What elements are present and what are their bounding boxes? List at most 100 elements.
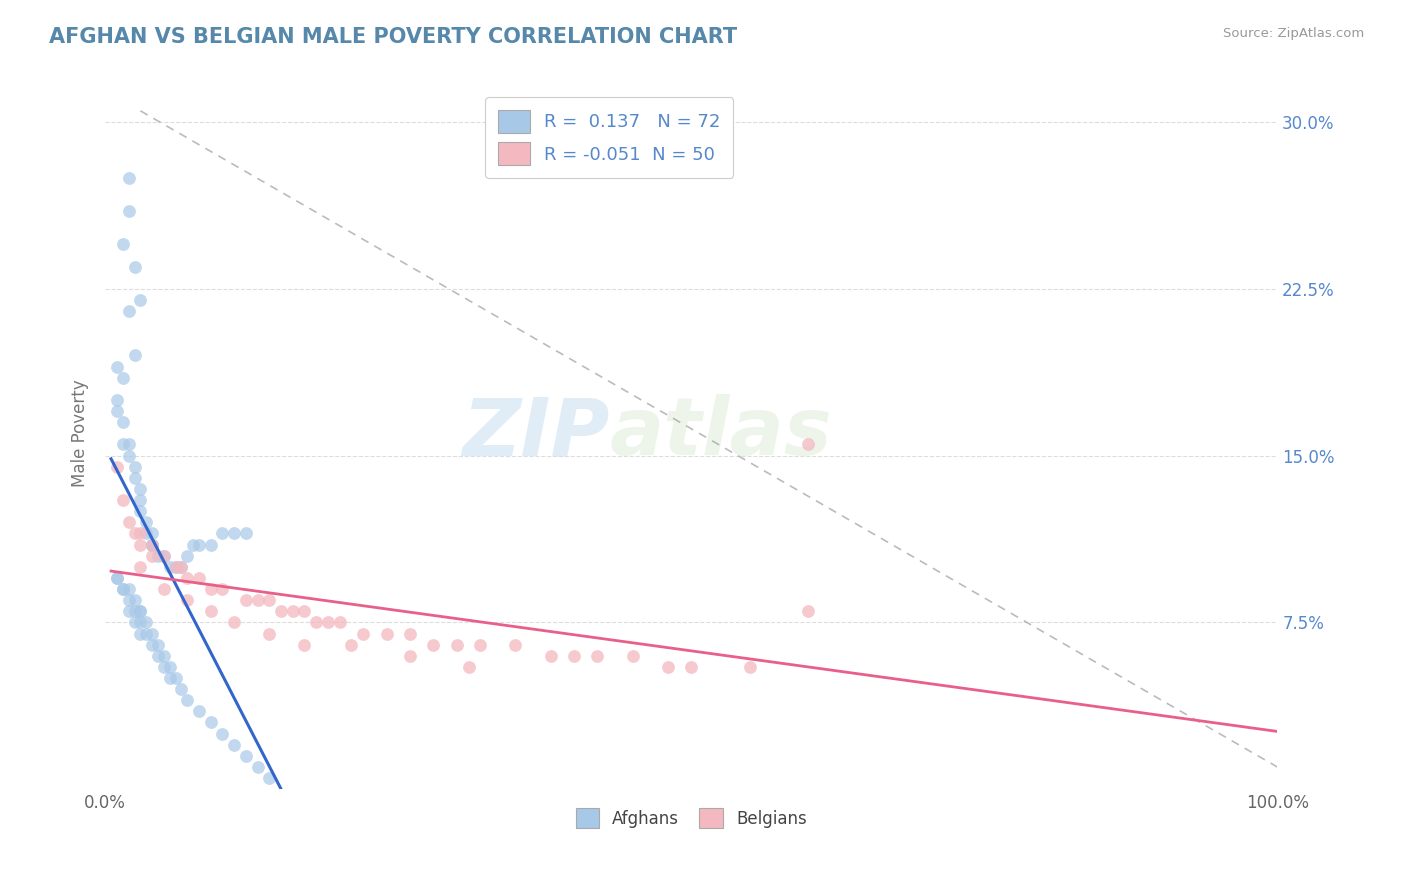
- Point: [165, 559, 187, 574]
- Point: [141, 537, 163, 551]
- Point: [681, 660, 703, 674]
- Point: [188, 537, 211, 551]
- Point: [224, 526, 246, 541]
- Point: [200, 604, 222, 618]
- Point: [146, 549, 169, 563]
- Point: [200, 582, 222, 596]
- Point: [352, 626, 374, 640]
- Point: [141, 526, 163, 541]
- Point: [111, 415, 134, 429]
- Point: [111, 582, 134, 596]
- Point: [259, 771, 281, 785]
- Point: [470, 638, 492, 652]
- Point: [129, 482, 152, 496]
- Point: [146, 638, 169, 652]
- Point: [159, 559, 181, 574]
- Point: [375, 626, 398, 640]
- Point: [135, 615, 157, 630]
- Point: [259, 593, 281, 607]
- Point: [105, 571, 128, 585]
- Point: [270, 604, 292, 618]
- Point: [129, 493, 152, 508]
- Point: [797, 604, 820, 618]
- Point: [797, 437, 820, 451]
- Point: [159, 660, 181, 674]
- Point: [235, 593, 257, 607]
- Point: [176, 593, 198, 607]
- Point: [170, 559, 193, 574]
- Point: [540, 648, 562, 663]
- Point: [124, 260, 146, 274]
- Point: [259, 626, 281, 640]
- Point: [738, 660, 761, 674]
- Point: [105, 392, 128, 407]
- Point: [170, 559, 193, 574]
- Point: [340, 638, 363, 652]
- Text: atlas: atlas: [609, 394, 832, 473]
- Point: [141, 626, 163, 640]
- Point: [153, 582, 176, 596]
- Y-axis label: Male Poverty: Male Poverty: [72, 379, 89, 487]
- Point: [129, 559, 152, 574]
- Point: [118, 593, 141, 607]
- Point: [118, 604, 141, 618]
- Point: [329, 615, 352, 630]
- Point: [118, 582, 141, 596]
- Point: [105, 571, 128, 585]
- Point: [305, 615, 328, 630]
- Point: [176, 571, 198, 585]
- Point: [105, 359, 128, 374]
- Point: [124, 526, 146, 541]
- Point: [153, 648, 176, 663]
- Point: [246, 760, 269, 774]
- Point: [141, 537, 163, 551]
- Point: [135, 516, 157, 530]
- Point: [446, 638, 468, 652]
- Point: [118, 203, 141, 218]
- Point: [118, 304, 141, 318]
- Point: [111, 437, 134, 451]
- Point: [124, 459, 146, 474]
- Point: [399, 648, 422, 663]
- Point: [141, 537, 163, 551]
- Point: [141, 638, 163, 652]
- Point: [153, 549, 176, 563]
- Point: [562, 648, 585, 663]
- Point: [165, 671, 187, 685]
- Point: [111, 370, 134, 384]
- Text: Source: ZipAtlas.com: Source: ZipAtlas.com: [1223, 27, 1364, 40]
- Text: AFGHAN VS BELGIAN MALE POVERTY CORRELATION CHART: AFGHAN VS BELGIAN MALE POVERTY CORRELATI…: [49, 27, 737, 46]
- Point: [141, 549, 163, 563]
- Point: [224, 615, 246, 630]
- Text: ZIP: ZIP: [461, 394, 609, 473]
- Point: [111, 493, 134, 508]
- Point: [153, 549, 176, 563]
- Point: [181, 537, 204, 551]
- Point: [246, 593, 269, 607]
- Point: [399, 626, 422, 640]
- Point: [129, 615, 152, 630]
- Point: [124, 604, 146, 618]
- Point: [129, 293, 152, 307]
- Point: [129, 526, 152, 541]
- Point: [224, 738, 246, 752]
- Point: [129, 604, 152, 618]
- Point: [170, 682, 193, 697]
- Point: [176, 693, 198, 707]
- Point: [316, 615, 339, 630]
- Point: [294, 638, 316, 652]
- Point: [141, 537, 163, 551]
- Point: [135, 626, 157, 640]
- Point: [188, 571, 211, 585]
- Point: [153, 660, 176, 674]
- Point: [586, 648, 609, 663]
- Point: [118, 449, 141, 463]
- Point: [111, 582, 134, 596]
- Point: [129, 604, 152, 618]
- Point: [294, 604, 316, 618]
- Point: [211, 726, 233, 740]
- Point: [211, 582, 233, 596]
- Point: [146, 648, 169, 663]
- Point: [281, 604, 304, 618]
- Point: [165, 559, 187, 574]
